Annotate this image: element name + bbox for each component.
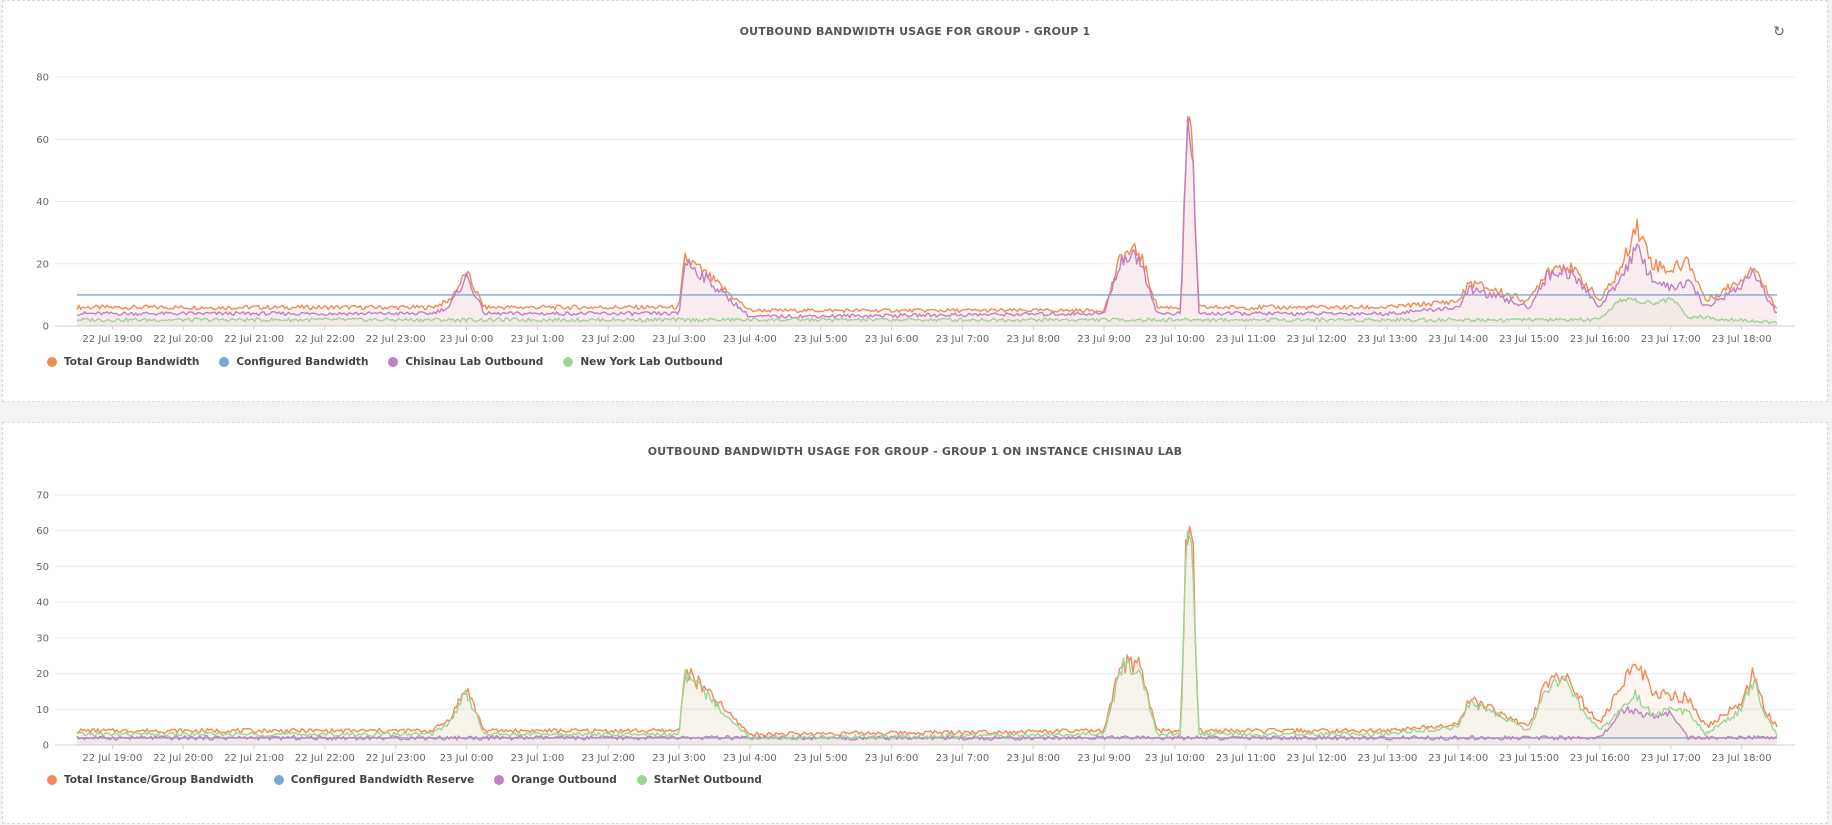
chart-legend: Total Instance/Group Bandwidth Configure… (47, 774, 762, 786)
y-tick-label: 20 (36, 669, 49, 680)
legend-item-starnet-outbound[interactable]: StarNet Outbound (636, 774, 762, 786)
y-tick-label: 50 (36, 562, 49, 573)
x-tick-label: 23 Jul 18:00 (1712, 753, 1772, 764)
x-tick-label: 22 Jul 19:00 (82, 753, 142, 764)
series-area (77, 526, 1777, 745)
x-tick-label: 23 Jul 17:00 (1641, 753, 1701, 764)
x-tick-label: 23 Jul 11:00 (1216, 334, 1276, 345)
x-tick-label: 23 Jul 16:00 (1570, 334, 1630, 345)
y-tick-label: 70 (36, 491, 49, 502)
y-tick-label: 40 (36, 598, 49, 609)
x-tick-label: 23 Jul 0:00 (440, 334, 494, 345)
x-tick-label: 23 Jul 4:00 (723, 753, 777, 764)
x-tick-label: 23 Jul 15:00 (1499, 753, 1559, 764)
y-tick-label: 30 (36, 633, 49, 644)
x-tick-label: 23 Jul 1:00 (511, 334, 565, 345)
x-tick-label: 22 Jul 23:00 (366, 334, 426, 345)
y-tick-label: 10 (36, 705, 49, 716)
legend-label: Configured Bandwidth (236, 356, 369, 368)
y-tick-label: 40 (36, 197, 49, 208)
legend-item-chisinau-lab-outbound[interactable]: Chisinau Lab Outbound (388, 356, 543, 368)
x-tick-label: 22 Jul 20:00 (153, 753, 213, 764)
x-tick-label: 22 Jul 20:00 (153, 334, 213, 345)
x-tick-label: 23 Jul 16:00 (1570, 753, 1630, 764)
series-line-chisinau-lab-outbound (76, 115, 1778, 319)
legend-item-configured-bandwidth-reserve[interactable]: Configured Bandwidth Reserve (273, 774, 475, 786)
x-tick-label: 23 Jul 18:00 (1712, 334, 1772, 345)
legend-item-orange-outbound[interactable]: Orange Outbound (494, 774, 617, 786)
x-tick-label: 23 Jul 1:00 (511, 753, 565, 764)
legend-label: Total Group Bandwidth (64, 356, 200, 368)
series-line-starnet-outbound (76, 530, 1778, 741)
x-tick-label: 23 Jul 8:00 (1006, 753, 1060, 764)
x-tick-label: 23 Jul 5:00 (794, 753, 848, 764)
legend-item-total-group-bandwidth[interactable]: Total Group Bandwidth (47, 356, 199, 368)
legend-label: Chisinau Lab Outbound (405, 356, 544, 368)
x-tick-label: 23 Jul 9:00 (1077, 334, 1131, 345)
legend-label: Configured Bandwidth Reserve (290, 774, 475, 786)
series-line-total-group-bandwidth (76, 116, 1778, 313)
series-line-total-instance-group-bandwidth (76, 525, 1778, 737)
chart-legend: Total Group Bandwidth Configured Bandwid… (47, 356, 723, 368)
chart-title: OUTBOUND BANDWIDTH USAGE FOR GROUP - GRO… (739, 25, 1091, 38)
x-tick-label: 22 Jul 21:00 (224, 753, 284, 764)
series-line-orange-outbound (76, 706, 1778, 741)
series-area (77, 116, 1777, 326)
series-area (77, 117, 1777, 326)
x-tick-label: 23 Jul 6:00 (865, 753, 919, 764)
x-tick-label: 23 Jul 2:00 (581, 753, 635, 764)
x-tick-label: 23 Jul 9:00 (1077, 753, 1131, 764)
x-tick-label: 23 Jul 10:00 (1145, 334, 1205, 345)
x-tick-label: 23 Jul 4:00 (723, 334, 777, 345)
x-tick-label: 23 Jul 11:00 (1216, 753, 1276, 764)
x-tick-label: 22 Jul 19:00 (82, 334, 142, 345)
y-tick-label: 80 (36, 73, 49, 84)
x-tick-label: 23 Jul 8:00 (1006, 334, 1060, 345)
y-tick-label: 60 (36, 526, 49, 537)
series-area (77, 706, 1777, 745)
x-tick-label: 23 Jul 14:00 (1428, 334, 1488, 345)
x-tick-label: 23 Jul 7:00 (936, 334, 990, 345)
y-tick-label: 0 (43, 741, 49, 752)
y-tick-label: 20 (36, 259, 49, 270)
x-tick-label: 23 Jul 5:00 (794, 334, 848, 345)
legend-item-new-york-lab-outbound[interactable]: New York Lab Outbound (563, 356, 723, 368)
x-tick-label: 23 Jul 15:00 (1499, 334, 1559, 345)
x-tick-label: 22 Jul 22:00 (295, 334, 355, 345)
x-tick-label: 23 Jul 13:00 (1357, 753, 1417, 764)
chart-title: OUTBOUND BANDWIDTH USAGE FOR GROUP - GRO… (647, 445, 1183, 458)
x-tick-label: 23 Jul 3:00 (652, 334, 706, 345)
x-tick-label: 22 Jul 21:00 (224, 334, 284, 345)
chart-svg: 0 10 20 30 40 50 60 70 22 Jul 19:00 22 Jul 20:00 2… (36, 491, 1795, 764)
chart-panel-group1: OUTBOUND BANDWIDTH USAGE FOR GROUP - GRO… (2, 0, 1828, 402)
series-line-new-york-lab-outbound (76, 297, 1778, 325)
x-tick-label: 23 Jul 6:00 (865, 334, 919, 345)
legend-label: Orange Outbound (511, 774, 617, 786)
x-tick-label: 22 Jul 23:00 (366, 753, 426, 764)
chart-panel-chisinau-lab: OUTBOUND BANDWIDTH USAGE FOR GROUP - GRO… (2, 422, 1828, 824)
legend-item-configured-bandwidth[interactable]: Configured Bandwidth (219, 356, 368, 368)
x-tick-label: 23 Jul 12:00 (1287, 334, 1347, 345)
x-tick-label: 23 Jul 14:00 (1428, 753, 1488, 764)
legend-item-total-instance-group-bandwidth[interactable]: Total Instance/Group Bandwidth (47, 774, 254, 786)
chart-svg: 0 20 40 60 80 22 Jul 19:00 22 Jul 20:00 22 Jul … (36, 73, 1795, 345)
x-tick-label: 23 Jul 13:00 (1357, 334, 1417, 345)
x-tick-label: 23 Jul 2:00 (581, 334, 635, 345)
x-tick-label: 23 Jul 3:00 (652, 753, 706, 764)
refresh-icon[interactable]: ↻ (1773, 24, 1785, 40)
x-tick-label: 23 Jul 17:00 (1641, 334, 1701, 345)
x-tick-label: 23 Jul 12:00 (1287, 753, 1347, 764)
legend-label: Total Instance/Group Bandwidth (64, 774, 254, 786)
x-tick-label: 23 Jul 10:00 (1145, 753, 1205, 764)
x-tick-label: 23 Jul 0:00 (440, 753, 494, 764)
y-tick-label: 60 (36, 135, 49, 146)
y-tick-label: 0 (43, 322, 49, 333)
x-tick-label: 23 Jul 7:00 (936, 753, 990, 764)
legend-label: New York Lab Outbound (580, 356, 723, 368)
x-tick-label: 22 Jul 22:00 (295, 753, 355, 764)
legend-label: StarNet Outbound (653, 774, 762, 786)
